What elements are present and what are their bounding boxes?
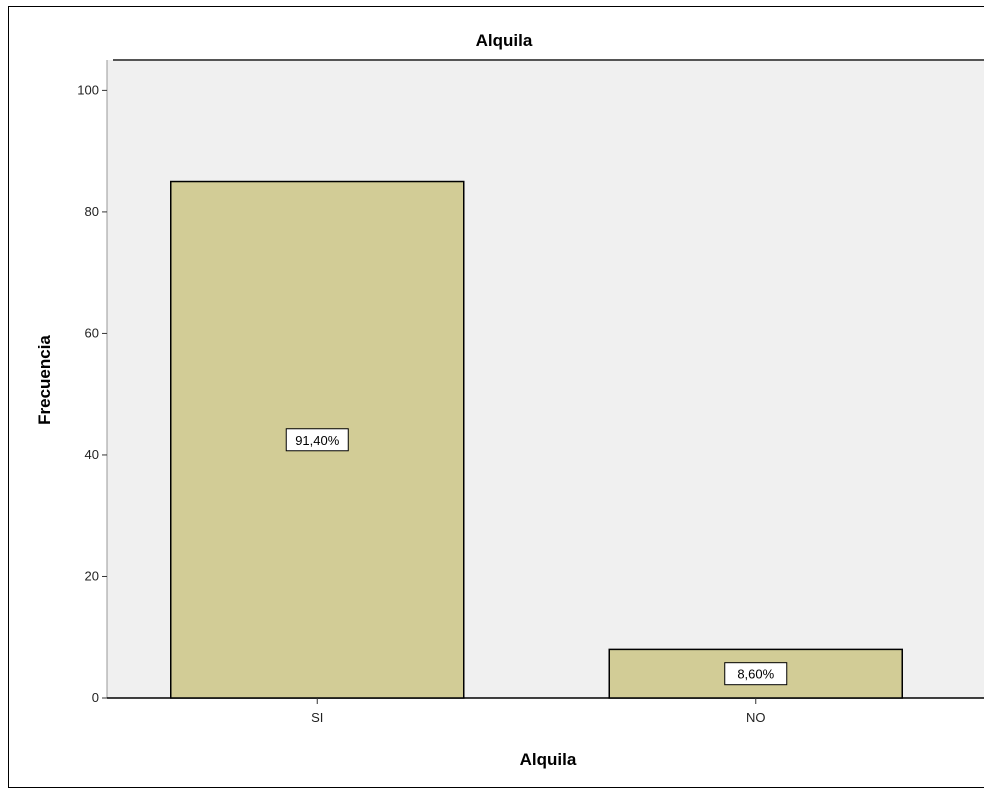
x-axis-title: Alquila [520, 750, 577, 769]
data-label-box [285, 428, 349, 452]
data-label: 8,60% [737, 667, 774, 682]
y-tick-label: 80 [85, 204, 99, 219]
chart-title: Alquila [476, 31, 533, 50]
x-tick-label: NO [746, 710, 766, 725]
y-ticks: 0 20 40 60 80 100 [77, 82, 107, 705]
data-label: 91,40% [295, 433, 340, 448]
y-tick-label: 20 [85, 568, 99, 583]
y-axis-title: Frecuencia [35, 335, 54, 425]
bars: 91,40% 8,60% [170, 180, 903, 699]
y-tick-label: 60 [85, 325, 99, 340]
y-tick-label: 0 [92, 690, 99, 705]
y-tick-label: 40 [85, 447, 99, 462]
x-ticks: SI NO [311, 698, 766, 725]
y-tick-label: 100 [77, 82, 99, 97]
data-label-box [724, 662, 788, 686]
x-tick-label: SI [311, 710, 323, 725]
